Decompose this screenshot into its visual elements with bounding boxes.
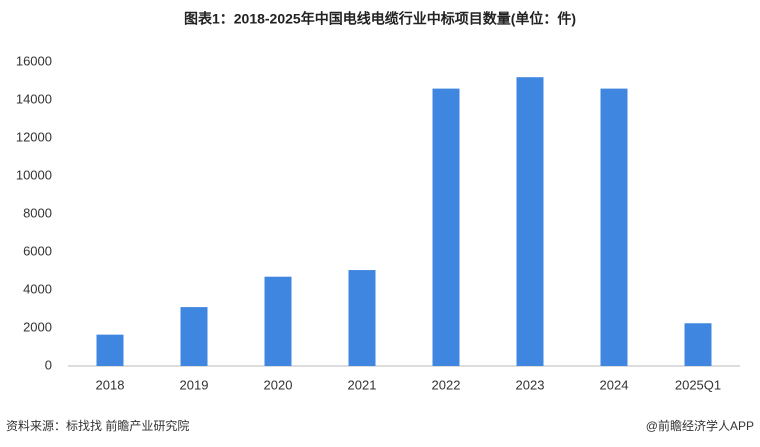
x-tick-label: 2020 bbox=[264, 377, 293, 392]
bar bbox=[264, 276, 292, 366]
credit: @前瞻经济学人APP bbox=[646, 418, 754, 433]
x-tick-label: 2019 bbox=[180, 377, 209, 392]
bar bbox=[432, 88, 460, 366]
bar bbox=[348, 270, 376, 366]
x-tick-label: 2022 bbox=[432, 377, 461, 392]
bar bbox=[684, 323, 712, 366]
y-tick-label: 0 bbox=[45, 357, 52, 372]
x-tick-label: 2021 bbox=[348, 377, 377, 392]
x-tick-label: 2024 bbox=[600, 377, 629, 392]
y-tick-label: 8000 bbox=[23, 205, 52, 220]
bar bbox=[96, 334, 124, 366]
x-tick-label: 2023 bbox=[516, 377, 545, 392]
x-tick-label: 2025Q1 bbox=[675, 377, 721, 392]
source: 资料来源：标找找 前瞻产业研究院 bbox=[6, 418, 189, 433]
bar bbox=[600, 88, 628, 366]
y-tick-label: 4000 bbox=[23, 281, 52, 296]
y-tick-label: 2000 bbox=[23, 319, 52, 334]
y-tick-label: 16000 bbox=[16, 53, 52, 68]
y-tick-label: 10000 bbox=[16, 167, 52, 182]
bar bbox=[516, 77, 544, 366]
chart-title: 图表1：2018-2025年中国电线电缆行业中标项目数量(单位：件) bbox=[184, 11, 576, 27]
y-tick-label: 6000 bbox=[23, 243, 52, 258]
y-tick-label: 12000 bbox=[16, 129, 52, 144]
x-tick-label: 2018 bbox=[96, 377, 125, 392]
bar bbox=[180, 307, 208, 366]
y-tick-label: 14000 bbox=[16, 91, 52, 106]
